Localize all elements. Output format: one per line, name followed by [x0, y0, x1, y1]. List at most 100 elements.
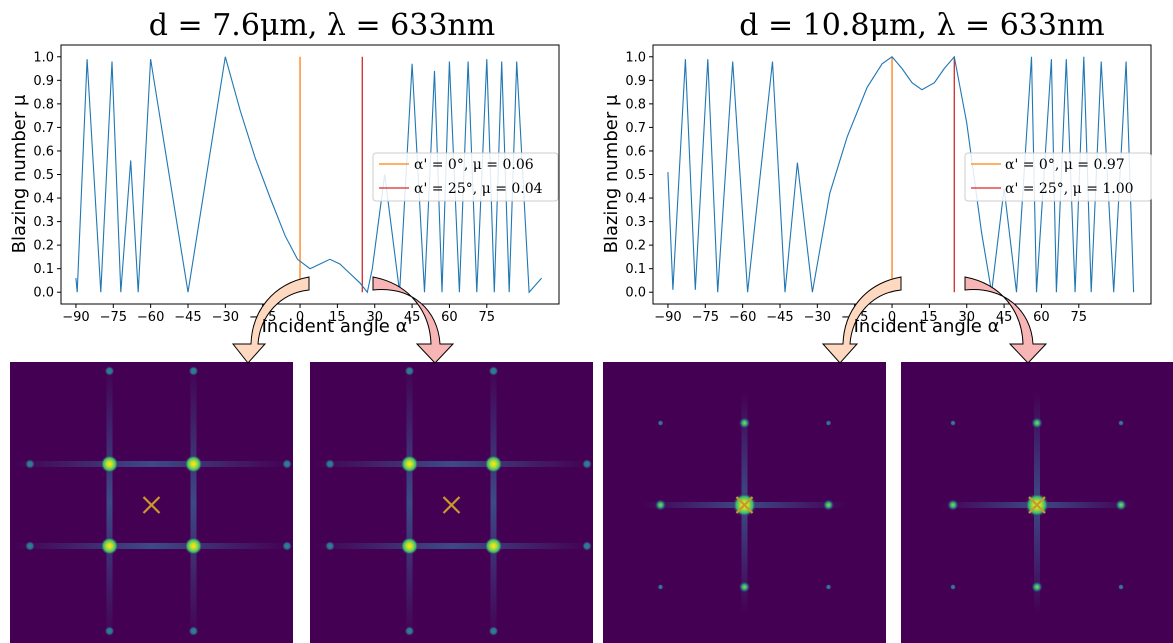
minor-peak: [825, 584, 832, 590]
chart-left-ytick-label: 0.8: [33, 97, 54, 112]
chart-right-xtick-label: −90: [654, 310, 681, 325]
minor-peak: [404, 626, 415, 636]
vertical-streak: [406, 366, 413, 639]
horizontal-streak: [314, 461, 589, 467]
legend-entry-0: α' = 0°, μ = 0.06: [414, 157, 534, 173]
legend-entry-0: α' = 0°, μ = 0.97: [1005, 157, 1125, 173]
minor-peak: [188, 626, 199, 636]
cross-marker-icon: [142, 496, 161, 514]
chart-left-xtick-label: −90: [62, 310, 89, 325]
chart-left-ytick-label: 0.0: [33, 286, 54, 301]
minor-peak: [104, 626, 115, 636]
legend-entry-1: α' = 25°, μ = 1.00: [1005, 181, 1134, 197]
pattern-panel-1: [10, 362, 293, 643]
bright-peak: [100, 537, 119, 555]
chart-right-xtick-label: −75: [692, 310, 719, 325]
bright-peak: [484, 455, 503, 473]
vertical-streak: [190, 366, 197, 639]
arrow-red-left: [372, 276, 455, 364]
minor-peak: [404, 366, 415, 376]
side-peak: [738, 417, 751, 429]
chart-right-xtick-label: 60: [1033, 310, 1050, 325]
chart-right-ytick-label: 0.6: [625, 144, 646, 159]
arrow-orange-left: [231, 276, 310, 364]
chart-right-xtick-label: 15: [921, 310, 938, 325]
bright-peak: [184, 537, 203, 555]
minor-peak: [950, 420, 956, 426]
minor-peak: [657, 420, 664, 426]
side-peak: [738, 581, 751, 593]
chart-right-ytick-label: 0.5: [625, 168, 646, 183]
minor-peak: [582, 459, 592, 469]
bright-peak: [484, 537, 503, 555]
pattern-panel-3: [603, 362, 886, 643]
chart-right-title: d = 10.8μm, λ = 633nm: [739, 8, 1104, 43]
minor-peak: [1118, 420, 1124, 426]
chart-left-xtick-label: −45: [174, 310, 201, 325]
chart-left-legend: α' = 0°, μ = 0.06 α' = 25°, μ = 0.04: [372, 152, 559, 202]
chart-right-legend: α' = 0°, μ = 0.97 α' = 25°, μ = 1.00: [964, 152, 1152, 202]
side-peak: [1031, 581, 1043, 593]
minor-peak: [104, 366, 115, 376]
minor-peak: [582, 541, 592, 551]
minor-peak: [825, 420, 832, 426]
chart-left-xtick-label: −60: [137, 310, 164, 325]
chart-left-ytick-label: 1.0: [33, 50, 54, 65]
bright-peak: [400, 537, 419, 555]
arrow-red-right: [964, 276, 1048, 364]
chart-right-xtick-label: −30: [804, 310, 831, 325]
pattern-background: [10, 362, 293, 643]
chart-left-xtick-label: 0: [296, 310, 304, 325]
chart-right-xtick-label: 45: [996, 310, 1013, 325]
chart-left-xtick-label: 75: [479, 310, 496, 325]
chart-left-xtick-label: −30: [212, 310, 239, 325]
chart-right-xlabel: Incident angle α': [854, 316, 1005, 337]
chart-left-ytick-label: 0.5: [33, 168, 54, 183]
chart-right-ytick-label: 0.1: [625, 262, 646, 277]
bright-peak: [184, 455, 203, 473]
chart-right-ylabel: Blazing number μ: [601, 94, 622, 253]
minor-peak: [488, 626, 499, 636]
side-peak: [947, 499, 959, 511]
pattern-panel-2: [310, 362, 593, 643]
chart-left-title: d = 7.6μm, λ = 633nm: [149, 8, 495, 43]
chart-right-ytick-label: 0.8: [625, 97, 646, 112]
chart-right-xtick-label: 0: [888, 310, 896, 325]
diffraction-patterns: [10, 362, 1173, 643]
chart-left-xtick-label: 30: [366, 310, 383, 325]
chart-right-xtick-label: 75: [1071, 310, 1088, 325]
vertical-streak: [490, 366, 497, 639]
chart-left-ytick-label: 0.1: [33, 262, 54, 277]
chart-right-xtick-label: 30: [958, 310, 975, 325]
horizontal-streak: [14, 461, 289, 467]
chart-right-xtick-label: −60: [729, 310, 756, 325]
chart-left-xlabel: Incident angle α': [262, 316, 413, 337]
legend-entry-1: α' = 25°, μ = 0.04: [414, 181, 543, 197]
chart-right-legend-box: [964, 152, 1152, 202]
chart-right: d = 10.8μm, λ = 633nm −90−75−60−45−30−15…: [601, 8, 1152, 325]
side-peak: [1031, 417, 1043, 429]
minor-peak: [657, 584, 664, 590]
chart-right-ytick-label: 0.9: [625, 74, 646, 89]
minor-peak: [25, 459, 35, 469]
side-peak: [822, 499, 835, 511]
vertical-streak: [106, 366, 113, 639]
bright-peak: [100, 455, 119, 473]
minor-peak: [488, 366, 499, 376]
minor-peak: [25, 541, 35, 551]
cross-marker-icon: [735, 496, 754, 514]
chart-left-ytick-label: 0.3: [33, 215, 54, 230]
chart-left-xtick-label: 15: [329, 310, 346, 325]
chart-left-ticks: −90−75−60−45−30−15015304560750.00.10.20.…: [33, 50, 495, 325]
minor-peak: [282, 459, 292, 469]
chart-right-vlines: [891, 56, 955, 293]
chart-left-ytick-label: 0.2: [33, 239, 54, 254]
chart-right-ytick-label: 0.3: [625, 215, 646, 230]
chart-left-ytick-label: 0.9: [33, 74, 54, 89]
minor-peak: [325, 459, 335, 469]
chart-left-vlines: [299, 56, 363, 293]
chart-left-ylabel: Blazing number μ: [9, 94, 30, 253]
cross-marker-icon: [442, 496, 461, 514]
chart-right-ytick-label: 0.0: [625, 286, 646, 301]
chart-right-ytick-label: 0.4: [625, 192, 646, 207]
